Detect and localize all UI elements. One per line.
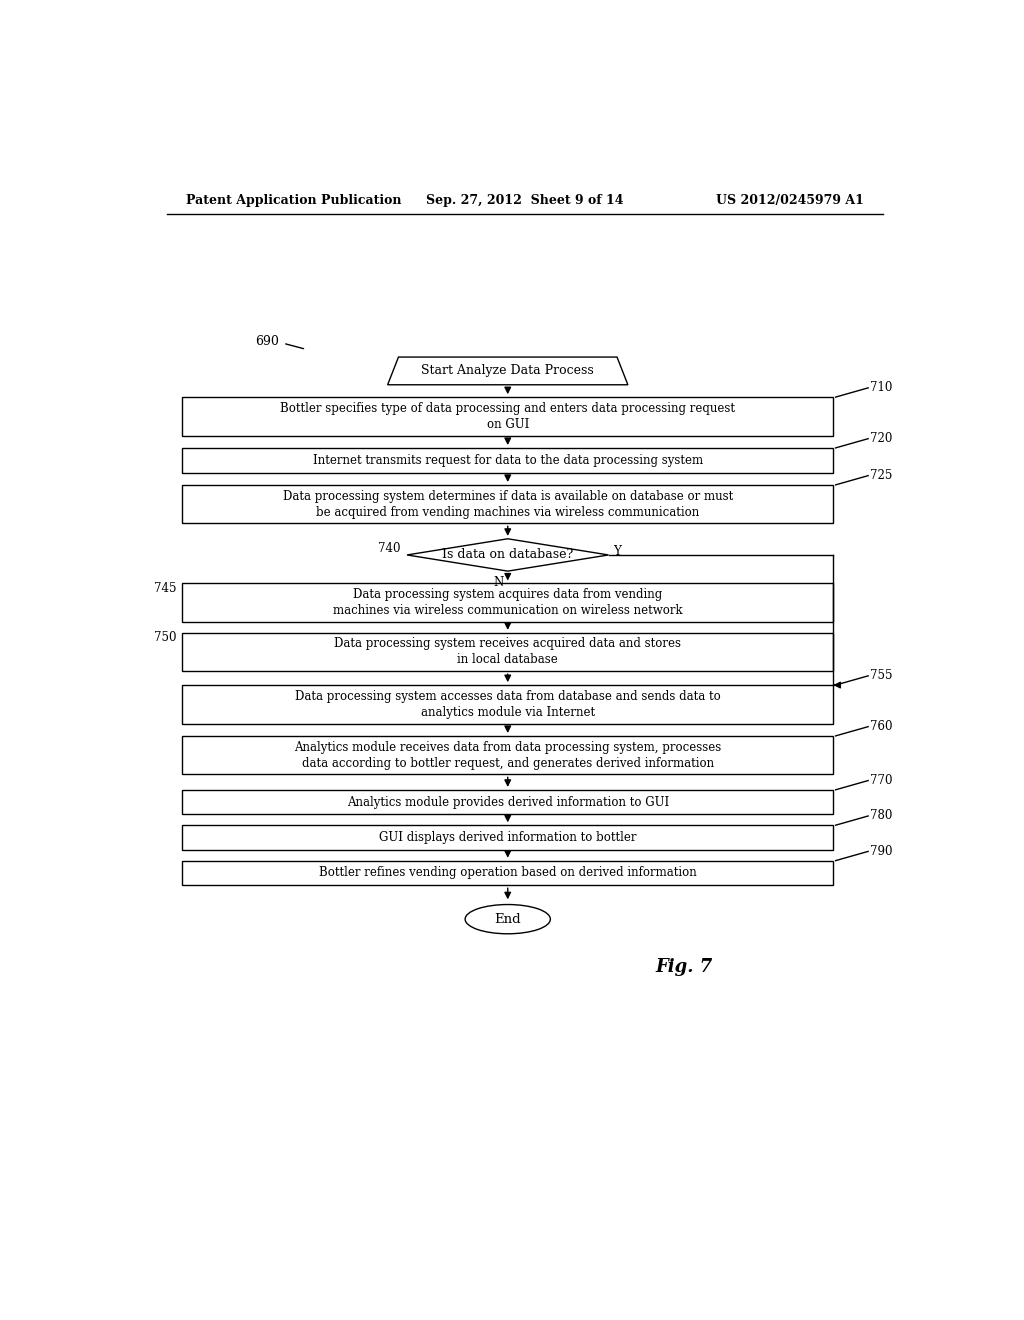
Text: Analytics module provides derived information to GUI: Analytics module provides derived inform…	[347, 796, 669, 809]
FancyBboxPatch shape	[182, 825, 834, 850]
Text: Data processing system accesses data from database and sends data to
analytics m: Data processing system accesses data fro…	[295, 690, 721, 719]
Text: Start Analyze Data Process: Start Analyze Data Process	[421, 364, 594, 378]
Text: 725: 725	[870, 469, 893, 482]
FancyBboxPatch shape	[182, 447, 834, 473]
Polygon shape	[407, 539, 608, 572]
Polygon shape	[388, 358, 628, 385]
Text: 750: 750	[154, 631, 176, 644]
Text: End: End	[495, 912, 521, 925]
Ellipse shape	[465, 904, 550, 933]
Text: US 2012/0245979 A1: US 2012/0245979 A1	[717, 194, 864, 207]
FancyBboxPatch shape	[182, 484, 834, 524]
Text: GUI displays derived information to bottler: GUI displays derived information to bott…	[379, 832, 637, 843]
Text: 760: 760	[870, 721, 893, 733]
Text: Sep. 27, 2012  Sheet 9 of 14: Sep. 27, 2012 Sheet 9 of 14	[426, 194, 624, 207]
Text: 690: 690	[255, 335, 280, 348]
Text: Data processing system acquires data from vending
machines via wireless communic: Data processing system acquires data fro…	[333, 589, 683, 618]
Text: Bottler refines vending operation based on derived information: Bottler refines vending operation based …	[318, 866, 696, 879]
Text: Data processing system determines if data is available on database or must
be ac: Data processing system determines if dat…	[283, 490, 733, 519]
FancyBboxPatch shape	[182, 861, 834, 886]
Text: Data processing system receives acquired data and stores
in local database: Data processing system receives acquired…	[334, 638, 681, 667]
Text: N: N	[494, 576, 504, 589]
Text: 740: 740	[378, 543, 400, 556]
Text: Analytics module receives data from data processing system, processes
data accor: Analytics module receives data from data…	[294, 741, 721, 770]
FancyBboxPatch shape	[182, 685, 834, 723]
Text: Fig. 7: Fig. 7	[655, 958, 713, 975]
Text: Patent Application Publication: Patent Application Publication	[186, 194, 401, 207]
Text: 720: 720	[870, 432, 893, 445]
FancyBboxPatch shape	[182, 583, 834, 622]
Text: 780: 780	[870, 809, 893, 822]
FancyBboxPatch shape	[182, 789, 834, 814]
Text: 770: 770	[870, 774, 893, 787]
FancyBboxPatch shape	[182, 737, 834, 775]
FancyBboxPatch shape	[182, 632, 834, 671]
Text: Internet transmits request for data to the data processing system: Internet transmits request for data to t…	[312, 454, 702, 467]
Text: 790: 790	[870, 845, 893, 858]
Text: 710: 710	[870, 381, 893, 395]
Text: 755: 755	[870, 669, 893, 682]
FancyBboxPatch shape	[182, 397, 834, 436]
Text: Bottler specifies type of data processing and enters data processing request
on : Bottler specifies type of data processin…	[281, 401, 735, 430]
Text: Y: Y	[613, 545, 621, 557]
Text: 745: 745	[154, 582, 176, 594]
Text: Is data on database?: Is data on database?	[442, 548, 573, 561]
